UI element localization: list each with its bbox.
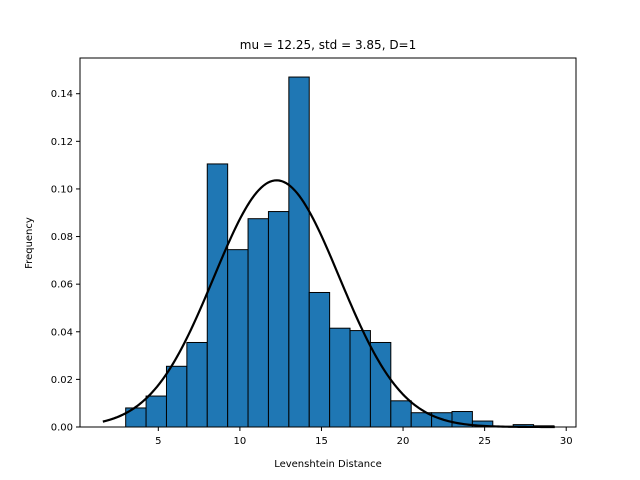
- y-axis-ticks: 0.00 0.02 0.04 0.06 0.08 0.10 0.12 0.14: [51, 89, 80, 434]
- x-axis-label: Levenshtein Distance: [274, 459, 382, 470]
- y-tick-label: 0.14: [51, 89, 73, 100]
- y-tick-label: 0.10: [51, 184, 73, 195]
- y-tick-label: 0.04: [51, 327, 73, 338]
- y-tick-label: 0.08: [51, 232, 73, 243]
- y-axis-label: Frequency: [24, 217, 35, 269]
- histogram-bar: [267, 211, 290, 428]
- y-tick-label: 0.02: [51, 375, 73, 386]
- histogram-bar: [227, 249, 249, 428]
- histogram-bar: [288, 76, 310, 428]
- histogram-bar: [349, 330, 371, 428]
- plot-area: [79, 57, 577, 429]
- histogram-bar: [206, 163, 229, 428]
- normal-fit-curve: [102, 179, 555, 429]
- y-tick-label: 0.00: [51, 423, 73, 434]
- x-axis-ticks: 5 10 15 20 25 30: [155, 427, 573, 447]
- histogram-bar: [390, 400, 412, 428]
- histogram-bar: [145, 395, 167, 428]
- x-tick-label: 20: [397, 436, 410, 447]
- histogram-bar: [369, 341, 392, 428]
- x-tick-label: 10: [234, 436, 247, 447]
- histogram-bar: [247, 218, 269, 428]
- histogram-bar: [165, 365, 188, 428]
- x-tick-label: 25: [478, 436, 491, 447]
- histogram-bars: [125, 76, 555, 428]
- histogram-bar: [186, 341, 208, 428]
- histogram-bar: [308, 291, 331, 428]
- x-tick-label: 30: [560, 436, 573, 447]
- axes-frame: [79, 57, 577, 428]
- histogram-bar: [329, 327, 351, 428]
- y-tick-label: 0.12: [51, 137, 73, 148]
- y-tick-label: 0.06: [51, 280, 73, 291]
- x-tick-label: 5: [155, 436, 161, 447]
- chart-title: mu = 12.25, std = 3.85, D=1: [240, 38, 417, 52]
- x-tick-label: 15: [315, 436, 328, 447]
